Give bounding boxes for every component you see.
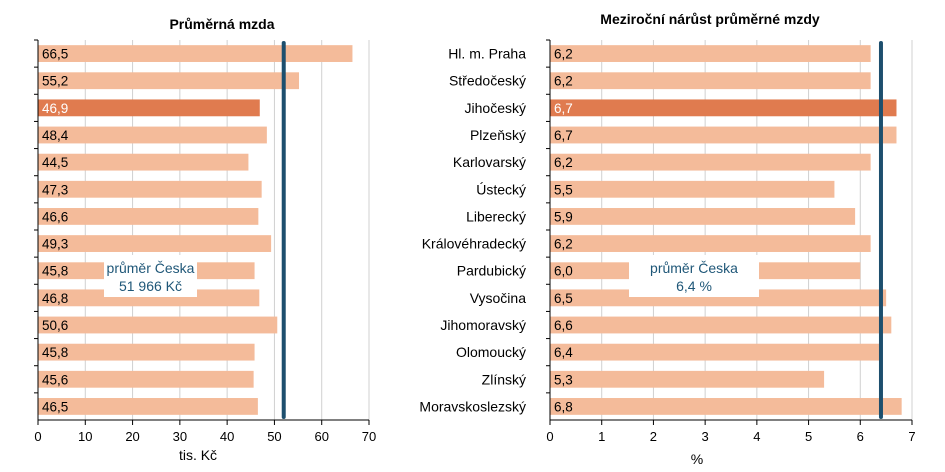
bar-value-label: 45,8	[42, 264, 68, 279]
annotation-box	[629, 255, 759, 297]
annotation-box	[104, 255, 197, 297]
bar-value-label: 44,5	[42, 155, 68, 170]
bar-value-label: 46,9	[42, 101, 68, 116]
right-x-axis-label: %	[691, 451, 703, 467]
category-label: Moravskoslezský	[419, 398, 526, 414]
annotation-line-1: průměr Česka	[107, 260, 195, 276]
bar-value-label: 6,2	[554, 155, 573, 170]
bar	[550, 398, 902, 415]
bar-value-label: 5,9	[554, 209, 573, 224]
left-chart: 0 10 20 30 40 50 60 70 66,5 55,2 46,9 48,4 44,5 47,3 4…	[34, 39, 376, 444]
bar	[38, 235, 272, 252]
x-tick-label: 1	[598, 429, 605, 444]
x-tick-label: 0	[546, 429, 553, 444]
annotation-line-2: 6,4 %	[676, 278, 712, 294]
bar-value-label: 50,6	[42, 318, 68, 333]
bar	[550, 72, 871, 90]
bar	[550, 180, 835, 198]
bar	[38, 398, 258, 415]
category-label: Ústecký	[476, 181, 526, 197]
bar-value-label: 6,8	[554, 399, 573, 414]
category-label: Středočeský	[449, 73, 526, 89]
bar	[38, 45, 353, 62]
bar	[38, 180, 262, 198]
bar-value-label: 46,8	[42, 291, 68, 306]
bar	[38, 208, 259, 225]
bar-value-label: 6,2	[554, 74, 573, 89]
bar-value-label: 66,5	[42, 47, 68, 62]
category-label: Plzeňský	[470, 127, 526, 143]
category-label: Zlínský	[482, 371, 526, 387]
bar-value-label: 48,4	[42, 128, 69, 143]
bar	[550, 153, 871, 171]
bar-value-label: 45,8	[42, 345, 68, 360]
bar-value-label: 6,7	[554, 128, 573, 143]
bar-value-label: 45,6	[42, 372, 68, 387]
category-label: Liberecký	[466, 208, 526, 224]
category-label: Královéhradecký	[422, 236, 526, 252]
x-tick-label: 3	[702, 429, 709, 444]
bar-value-label: 5,5	[554, 182, 573, 197]
bar-highlighted	[550, 99, 897, 117]
category-label: Jihočeský	[465, 100, 526, 116]
bar-value-label: 46,6	[42, 209, 68, 224]
bar	[38, 370, 254, 388]
x-tick-label: 10	[78, 429, 92, 444]
bar-value-label: 6,2	[554, 47, 573, 62]
bar	[38, 153, 249, 171]
bar	[550, 208, 856, 225]
bar-value-label: 6,2	[554, 237, 573, 252]
bar-value-label: 6,0	[554, 264, 573, 279]
x-tick-label: 60	[314, 429, 328, 444]
bar-highlighted	[38, 99, 260, 117]
bar	[38, 289, 260, 307]
left-x-axis-label: tis. Kč	[179, 447, 217, 463]
x-tick-label: 2	[650, 429, 657, 444]
x-tick-label: 70	[362, 429, 376, 444]
annotation-line-1: průměr Česka	[650, 260, 738, 276]
x-tick-label: 6	[857, 429, 864, 444]
bar	[550, 370, 825, 388]
bar	[550, 316, 892, 334]
category-label: Olomoucký	[456, 344, 526, 360]
right-chart-title: Meziroční nárůst průměrné mzdy	[600, 11, 820, 27]
category-label: Pardubický	[457, 263, 526, 279]
bar-value-label: 6,6	[554, 318, 573, 333]
bar	[550, 45, 871, 62]
x-tick-label: 5	[805, 429, 812, 444]
category-label: Karlovarský	[453, 154, 526, 170]
bar-value-label: 6,4	[554, 345, 573, 360]
category-label: Vysočina	[470, 290, 527, 306]
bar-value-label: 5,3	[554, 372, 573, 387]
bar	[550, 343, 881, 361]
annotation-line-2: 51 966 Kč	[119, 278, 182, 294]
x-tick-label: 7	[908, 429, 915, 444]
x-tick-label: 50	[267, 429, 281, 444]
x-tick-label: 40	[220, 429, 234, 444]
bar-value-label: 46,5	[42, 399, 68, 414]
x-tick-label: 20	[125, 429, 139, 444]
bar	[550, 126, 897, 144]
bar	[38, 126, 267, 144]
bar	[38, 343, 255, 361]
x-tick-label: 30	[173, 429, 187, 444]
bar-value-label: 6,5	[554, 291, 573, 306]
bar-value-label: 47,3	[42, 182, 68, 197]
x-tick-label: 4	[753, 429, 760, 444]
bar-value-label: 49,3	[42, 237, 68, 252]
bar	[550, 235, 871, 252]
bar	[38, 316, 278, 334]
x-tick-label: 0	[34, 429, 41, 444]
bar	[38, 72, 300, 90]
bar-value-label: 55,2	[42, 74, 68, 89]
bar-value-label: 6,7	[554, 101, 573, 116]
left-chart-title: Průměrná mzda	[169, 16, 274, 32]
category-label: Hl. m. Praha	[448, 46, 526, 62]
category-label: Jihomoravský	[440, 317, 526, 333]
right-chart: 0 1 2 3 4 5 6 7 6,2 6,2 6,7 6,7 6,2 5,5 5,9 6,2 6,0 6,5 6,…	[419, 39, 916, 444]
